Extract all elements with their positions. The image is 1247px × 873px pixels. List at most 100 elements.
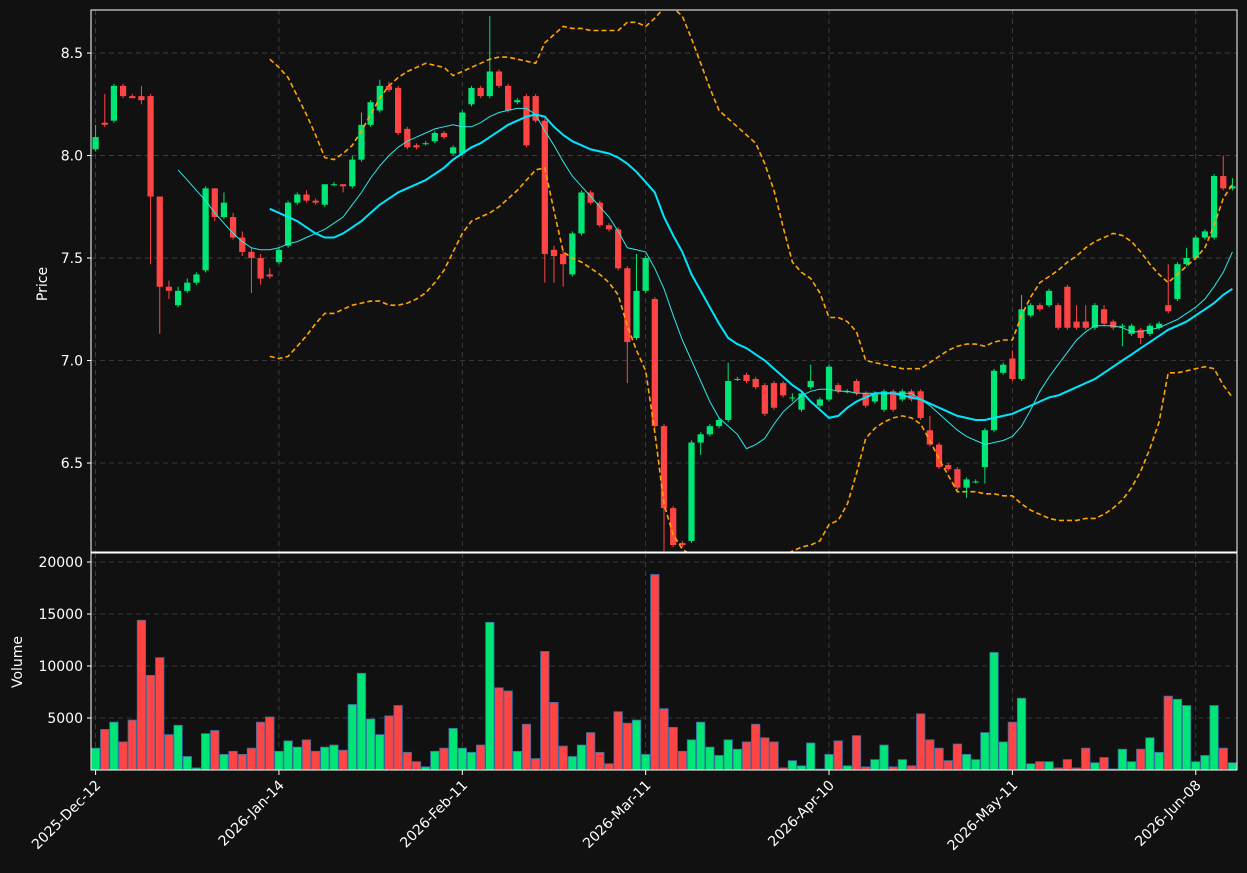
volume-bar: [485, 621, 495, 771]
y-tick-label: 20000: [38, 555, 83, 571]
candle-body: [321, 184, 328, 205]
volume-bar: [494, 687, 504, 771]
volume-bar: [1218, 747, 1228, 771]
volume-bar: [943, 760, 953, 771]
volume-bar: [952, 743, 962, 771]
candle-body: [349, 159, 356, 187]
volume-bar: [1081, 747, 1091, 771]
y-axis-label: Price: [35, 267, 51, 301]
volume-bar: [1090, 762, 1100, 771]
volume-bar: [1145, 737, 1155, 771]
volume-bar: [806, 742, 816, 771]
candle-body: [174, 290, 182, 306]
candle-body: [165, 286, 173, 291]
volume-bar: [1163, 695, 1173, 771]
volume-bar: [897, 759, 907, 771]
y-tick-label: 8.0: [61, 149, 83, 165]
candle-body: [358, 124, 365, 160]
volume-bar: [851, 735, 862, 771]
candle-body: [560, 253, 567, 265]
volume-bar: [677, 750, 687, 771]
volume-bar: [916, 713, 926, 771]
volume-bar: [393, 705, 403, 771]
volume-bar: [714, 755, 724, 771]
volume-bar: [751, 723, 761, 771]
candle-body: [734, 378, 741, 380]
candle-body: [202, 188, 209, 271]
volume-bar: [173, 724, 183, 771]
volume-bar: [723, 739, 733, 771]
candle-body: [1210, 176, 1218, 238]
candle-body: [1110, 321, 1117, 328]
candle-body: [789, 397, 796, 399]
volume-bar: [512, 750, 522, 771]
volume-bar: [1035, 761, 1045, 771]
volume-bar: [145, 674, 156, 771]
plot-frame: [90, 9, 1238, 553]
candle-body: [395, 87, 402, 133]
volume-bar: [650, 574, 660, 771]
candle-body: [1000, 364, 1007, 373]
volume-bar: [366, 718, 376, 771]
volume-bar: [283, 740, 293, 771]
y-tick-label: 5000: [47, 711, 83, 727]
candle-body: [138, 96, 145, 101]
volume-bar: [980, 732, 990, 771]
candle-body: [1155, 323, 1163, 328]
candle-body: [1100, 309, 1108, 324]
candle-body: [119, 85, 127, 97]
volume-bar: [411, 761, 422, 771]
candle-body: [1165, 305, 1172, 312]
candle-body: [1119, 325, 1126, 327]
candle-body: [853, 381, 860, 394]
volume-bar: [833, 740, 843, 771]
volume-bar: [439, 747, 449, 771]
candle-body: [550, 249, 558, 256]
candle-body: [935, 444, 943, 468]
candle-body: [129, 96, 136, 99]
volume-bar: [210, 730, 220, 771]
candle-body: [1064, 286, 1071, 328]
volume-bar: [824, 753, 834, 771]
candle-body: [1229, 186, 1236, 189]
y-tick-label: 6.5: [61, 456, 83, 472]
candle-body: [193, 274, 200, 283]
volume-bar: [356, 672, 367, 771]
candle-body: [715, 419, 723, 427]
volume-bar: [668, 726, 678, 771]
candle-body: [1137, 329, 1144, 338]
candle-body: [596, 202, 603, 226]
candle-body: [807, 381, 814, 388]
candle-body: [642, 258, 649, 291]
candle-body: [523, 96, 530, 146]
candle-body: [1174, 264, 1181, 300]
candle-body: [908, 391, 915, 400]
plot-frame: [90, 552, 1238, 771]
volume-bar: [613, 711, 623, 771]
candle-body: [816, 399, 823, 406]
candle-body: [679, 542, 686, 546]
volume-bar: [961, 753, 972, 771]
volume-bar: [292, 746, 302, 771]
candle-body: [880, 391, 888, 410]
volume-bar: [1209, 705, 1219, 771]
volume-bar: [1227, 762, 1238, 771]
volume-bar: [796, 765, 807, 771]
candle-body: [431, 132, 438, 142]
volume-bar: [329, 744, 339, 771]
candle-body: [303, 194, 310, 201]
candle-body: [605, 225, 613, 230]
volume-bar: [1044, 761, 1054, 771]
candle-body: [835, 385, 842, 392]
candle-body: [440, 132, 448, 138]
volume-bar: [90, 747, 101, 771]
volume-bar: [760, 737, 770, 771]
candle-body: [514, 100, 521, 103]
volume-bar: [503, 690, 513, 771]
volume-bar: [1026, 763, 1036, 771]
candle-body: [981, 430, 988, 468]
volume-bar: [696, 721, 706, 771]
volume-bar: [1062, 759, 1073, 771]
candle-body: [697, 434, 704, 443]
volume-bar: [787, 760, 797, 771]
